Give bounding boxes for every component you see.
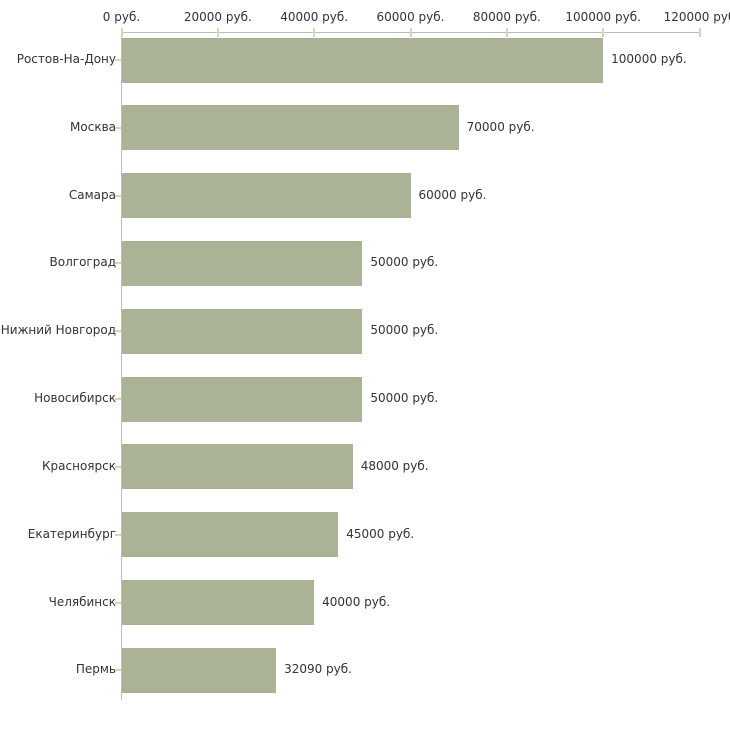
category-label: Москва [70, 119, 116, 134]
value-label: 32090 руб. [284, 662, 352, 677]
category-tick [115, 126, 121, 129]
x-tick-label: 80000 руб. [472, 10, 541, 24]
category-tick [115, 59, 121, 61]
bar [122, 240, 363, 286]
category-label: Новосибирск [34, 391, 116, 406]
x-tick-label: 40000 руб. [280, 10, 349, 24]
category-tick [115, 601, 121, 604]
bar [122, 580, 315, 626]
value-label: 70000 руб. [466, 119, 535, 134]
x-tick-label: 100000 руб. [565, 10, 641, 24]
category-tick [115, 262, 121, 265]
category-label: Волгоград [49, 255, 116, 270]
bar [122, 173, 411, 219]
category-tick [115, 465, 121, 468]
x-tick [409, 28, 412, 37]
value-label: 40000 руб. [322, 594, 391, 609]
category-label: Пермь [75, 662, 116, 677]
category-tick [115, 398, 121, 401]
category-tick [115, 330, 121, 333]
category-tick [115, 533, 121, 536]
value-label: 50000 руб. [370, 391, 439, 406]
bar [122, 37, 604, 83]
category-label: Нижний Новгород [0, 323, 116, 338]
bar [122, 308, 363, 354]
category-label: Ростов-На-Дону [16, 52, 116, 66]
category-label: Екатеринбург [27, 526, 116, 541]
category-tick [115, 194, 121, 197]
value-label: 48000 руб. [360, 458, 429, 473]
bar [122, 444, 353, 490]
value-label: 50000 руб. [370, 255, 439, 270]
x-tick [698, 28, 701, 37]
category-label: Челябинск [48, 594, 116, 609]
x-tick [120, 28, 123, 37]
value-label: 60000 руб. [418, 187, 487, 202]
category-label: Самара [68, 187, 116, 202]
x-tick [216, 28, 219, 37]
bar [122, 512, 339, 558]
value-label: 45000 руб. [346, 526, 415, 541]
x-tick-label: 20000 руб. [183, 10, 252, 24]
value-label: 100000 руб. [611, 52, 687, 66]
category-tick [115, 669, 121, 672]
x-tick [602, 28, 605, 37]
x-tick [313, 28, 316, 37]
bar [122, 376, 363, 422]
bar [122, 105, 459, 151]
x-tick-label: 60000 руб. [376, 10, 445, 24]
x-tick-label: 0 руб. [102, 10, 141, 24]
y-axis-line [121, 32, 122, 700]
x-tick [505, 28, 508, 37]
value-label: 50000 руб. [370, 323, 439, 338]
category-label: Красноярск [42, 458, 116, 473]
x-tick-label: 120000 руб [663, 10, 730, 24]
bar [122, 647, 277, 693]
